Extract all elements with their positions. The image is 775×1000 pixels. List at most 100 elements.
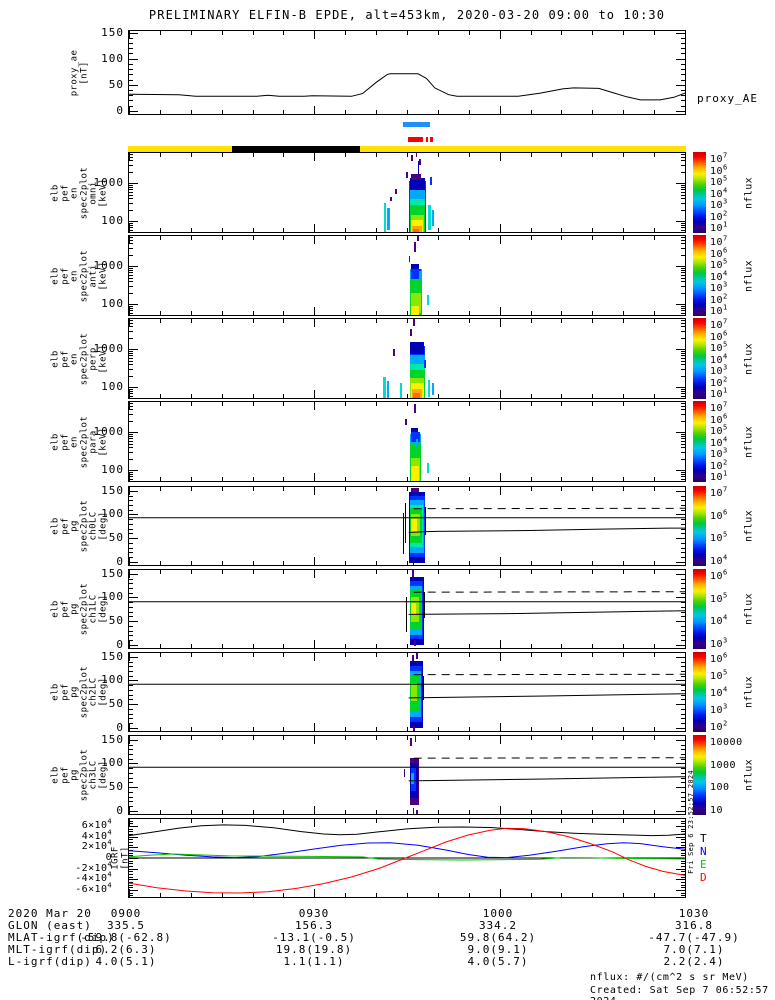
colorbar-tick-label: 105 bbox=[710, 174, 728, 188]
axis-tick bbox=[253, 819, 254, 823]
axis-tick bbox=[676, 491, 685, 492]
axis-tick bbox=[500, 736, 501, 744]
axis-tick bbox=[681, 64, 685, 65]
axis-tick bbox=[681, 227, 685, 228]
axis-tick bbox=[407, 893, 408, 897]
spectrogram-cell bbox=[411, 154, 414, 161]
axis-tick bbox=[676, 837, 685, 838]
axis-tick bbox=[345, 228, 346, 232]
spectrogram-cell bbox=[410, 269, 422, 280]
axis-tick bbox=[681, 676, 685, 677]
axis-tick bbox=[681, 829, 685, 830]
axis-tick bbox=[676, 514, 685, 515]
axis-tick bbox=[253, 477, 254, 481]
axis-tick bbox=[191, 893, 192, 897]
axis-tick bbox=[531, 110, 532, 114]
spectrogram-cell bbox=[410, 682, 418, 702]
axis-tick bbox=[345, 402, 346, 406]
axis-tick bbox=[129, 69, 133, 70]
axis-tick bbox=[129, 704, 138, 705]
axis-tick bbox=[160, 487, 161, 491]
axis-tick bbox=[345, 153, 346, 157]
axis-tick bbox=[681, 223, 685, 224]
axis-tick bbox=[191, 736, 192, 740]
colorbar-tick-label: 104 bbox=[710, 435, 728, 449]
axis-tick bbox=[676, 728, 685, 729]
axis-tick bbox=[676, 432, 685, 433]
table-value: 4.0(5.1) bbox=[95, 955, 157, 968]
axis-tick bbox=[253, 570, 254, 574]
time-axis-label: 0900 bbox=[110, 907, 142, 920]
spectrogram-cell bbox=[405, 418, 408, 425]
axis-tick bbox=[129, 369, 133, 370]
axis-tick bbox=[129, 754, 133, 755]
spectrogram-cell bbox=[427, 462, 429, 474]
axis-tick bbox=[681, 695, 685, 696]
exponent: 6 bbox=[723, 651, 728, 660]
axis-tick bbox=[681, 845, 685, 846]
axis-tick bbox=[681, 414, 685, 415]
axis-tick bbox=[623, 893, 624, 897]
axis-tick bbox=[191, 653, 192, 657]
axis-tick bbox=[191, 319, 192, 323]
axis-tick bbox=[623, 31, 624, 35]
colorbar-tick-label: 104 bbox=[710, 269, 728, 283]
colorbar-title: nflux bbox=[743, 509, 755, 543]
axis-tick bbox=[129, 59, 138, 60]
colorbar-tick-label: 105 bbox=[710, 668, 728, 682]
axis-tick bbox=[345, 653, 346, 657]
axis-tick bbox=[676, 349, 685, 350]
colorbar-title: nflux bbox=[743, 675, 755, 709]
axis-tick bbox=[592, 570, 593, 574]
axis-tick bbox=[681, 270, 685, 271]
axis-tick bbox=[681, 529, 685, 530]
axis-tick bbox=[129, 473, 130, 481]
axis-tick bbox=[129, 310, 133, 311]
axis-tick bbox=[314, 806, 315, 814]
axis-tick bbox=[129, 853, 133, 854]
axis-tick bbox=[129, 266, 138, 267]
axis-tick bbox=[681, 185, 685, 186]
axis-tick bbox=[129, 421, 133, 422]
axis-tick bbox=[500, 402, 501, 410]
axis-tick bbox=[129, 393, 133, 394]
table-value: -59.8(-62.8) bbox=[80, 931, 172, 944]
axis-tick bbox=[681, 353, 685, 354]
spectrogram-cell bbox=[432, 209, 435, 227]
axis-tick bbox=[129, 863, 133, 864]
axis-tick bbox=[222, 402, 223, 406]
axis-tick bbox=[531, 653, 532, 657]
axis-tick bbox=[438, 570, 439, 574]
axis-tick bbox=[253, 727, 254, 731]
axis-tick bbox=[376, 736, 377, 740]
axis-tick bbox=[681, 248, 685, 249]
axis-tick bbox=[561, 810, 562, 814]
axis-tick bbox=[500, 390, 501, 398]
y-tick-label: 100 bbox=[101, 590, 124, 603]
axis-tick bbox=[129, 230, 133, 231]
exponent: 3 bbox=[723, 363, 728, 372]
axis-tick bbox=[129, 189, 133, 190]
colorbar-tick-label: 103 bbox=[710, 363, 728, 377]
axis-tick bbox=[676, 657, 685, 658]
axis-tick bbox=[129, 491, 138, 492]
exponent: 6 bbox=[723, 508, 728, 517]
axis-tick bbox=[222, 653, 223, 657]
axis-tick bbox=[129, 877, 133, 878]
axis-tick bbox=[191, 487, 192, 491]
axis-tick bbox=[253, 236, 254, 240]
colorbar-tick-label: 104 bbox=[710, 614, 728, 628]
axis-tick bbox=[191, 153, 192, 157]
spectrogram-cell bbox=[387, 381, 390, 398]
y-tick-label: 150 bbox=[101, 567, 124, 580]
series-T bbox=[129, 824, 685, 837]
axis-tick bbox=[129, 763, 138, 764]
axis-tick bbox=[283, 653, 284, 657]
axis-tick bbox=[129, 845, 133, 846]
axis-tick bbox=[469, 153, 470, 157]
axis-tick bbox=[345, 394, 346, 398]
axis-tick bbox=[681, 519, 685, 520]
axis-tick bbox=[129, 533, 133, 534]
axis-tick bbox=[345, 561, 346, 565]
axis-tick bbox=[681, 631, 685, 632]
